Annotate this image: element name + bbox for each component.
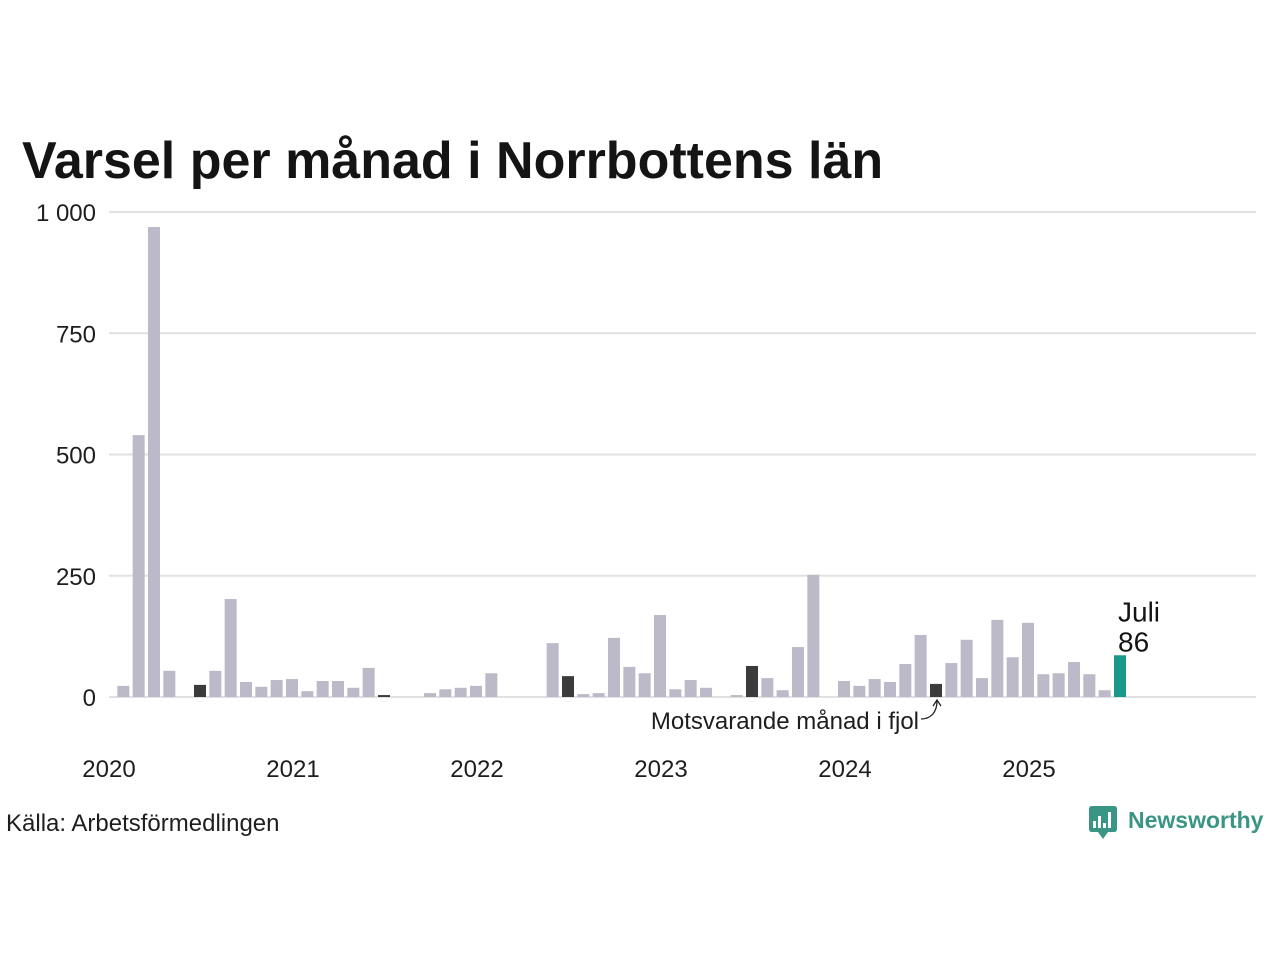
bar [914, 634, 927, 697]
bar [623, 666, 636, 697]
annotation-arrowhead [932, 698, 942, 707]
x-tick-label: 2023 [634, 756, 687, 783]
bar [884, 681, 896, 697]
bar [577, 694, 590, 697]
logo-bar [1103, 823, 1106, 828]
bar [1098, 690, 1111, 697]
annotation-month-label: Juli [1118, 596, 1160, 627]
bar [991, 619, 1004, 697]
bar [546, 643, 559, 697]
bar-same-month-previous-year [194, 684, 206, 697]
bar [332, 680, 344, 697]
bar [454, 687, 467, 697]
annotation-arrow [920, 700, 938, 720]
source-note: Källa: Arbetsförmedlingen [6, 810, 280, 837]
bars [117, 227, 1126, 697]
y-tick-label: 500 [56, 443, 96, 470]
bar [148, 227, 160, 697]
bar [1006, 657, 1019, 697]
bar [470, 685, 482, 697]
annotation-value-label: 86 [1118, 626, 1149, 657]
x-axis: 2020 2021 2022 2023 2024 2025 [82, 756, 1055, 783]
bar [868, 679, 881, 697]
bar [899, 664, 912, 697]
bar [1037, 674, 1050, 697]
bar [485, 673, 498, 697]
bar [439, 689, 452, 697]
bar [700, 687, 712, 697]
y-tick-label: 750 [56, 321, 96, 348]
bar [362, 667, 375, 697]
bar [1068, 662, 1080, 697]
bar [592, 693, 605, 697]
bar [301, 691, 314, 697]
logo-bar [1098, 816, 1101, 828]
logo-bar [1108, 812, 1111, 828]
x-tick-label: 2021 [266, 756, 319, 783]
bar [807, 574, 820, 697]
bar-same-month-previous-year [562, 676, 574, 697]
bar [224, 599, 237, 697]
bar-current-month [1114, 655, 1126, 697]
y-tick-label: 0 [83, 685, 96, 712]
gridlines [109, 211, 1256, 698]
x-tick-label: 2022 [450, 756, 503, 783]
bar [240, 681, 252, 697]
bar [761, 678, 774, 697]
bar [669, 689, 682, 697]
bar [1083, 674, 1096, 697]
bar [945, 663, 958, 697]
bar [270, 680, 283, 697]
bar-same-month-previous-year [930, 683, 942, 697]
bar [976, 678, 988, 697]
bar-same-month-previous-year [378, 695, 390, 697]
bar [1022, 622, 1034, 697]
bar [132, 435, 145, 697]
y-tick-label: 250 [56, 564, 96, 591]
x-tick-label: 2020 [82, 756, 135, 783]
bar [776, 690, 789, 697]
bar [209, 670, 222, 697]
x-tick-label: 2024 [818, 756, 871, 783]
chart-title: Varsel per månad i Norrbottens län [22, 132, 883, 190]
bar [838, 680, 850, 697]
bar [117, 685, 130, 697]
annotation-previous-year: Motsvarande månad i fjol [651, 708, 919, 735]
bar [960, 639, 973, 697]
bar [654, 615, 666, 697]
newsworthy-logo-icon [1089, 806, 1117, 839]
bar [286, 679, 298, 697]
bar [608, 637, 620, 697]
bar [853, 685, 866, 697]
brand-logo: Newsworthy [1089, 806, 1264, 839]
bar [255, 686, 268, 697]
bar [792, 647, 804, 697]
y-axis: 0 250 500 750 1 000 [36, 200, 96, 712]
bar [424, 693, 436, 697]
bar [1052, 673, 1065, 697]
x-tick-label: 2025 [1002, 756, 1055, 783]
bar [730, 695, 743, 697]
bar [684, 680, 697, 697]
bar [347, 687, 360, 697]
logo-bar [1093, 821, 1096, 828]
bar-same-month-previous-year [746, 665, 758, 697]
bar [163, 670, 176, 697]
y-tick-label: 1 000 [36, 200, 96, 227]
bar [316, 680, 329, 697]
bar [638, 673, 651, 697]
brand-name: Newsworthy [1128, 807, 1264, 833]
